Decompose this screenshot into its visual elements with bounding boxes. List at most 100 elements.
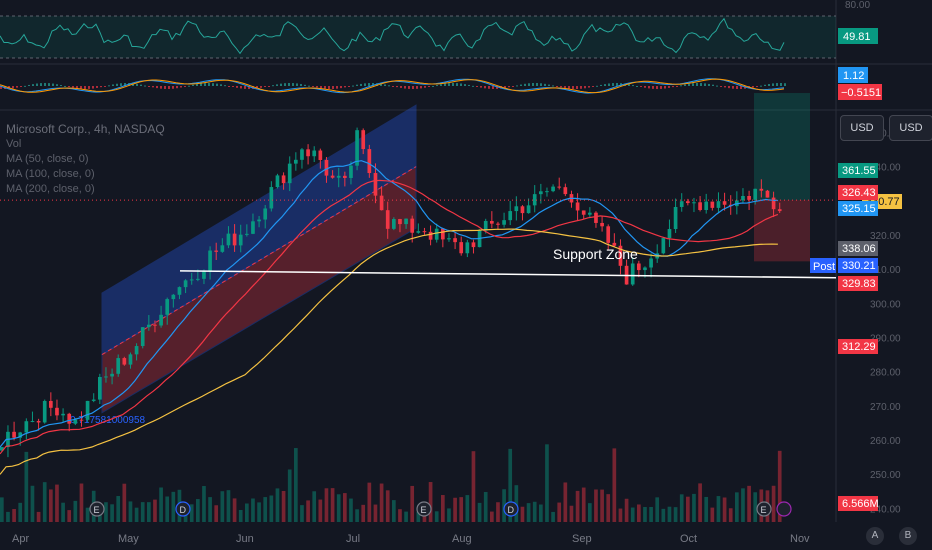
candle-body (649, 258, 653, 268)
macd-histogram-bar (612, 83, 614, 86)
volume-bar (459, 497, 464, 522)
candle-body (416, 231, 421, 233)
candle-body (49, 400, 53, 408)
candle-body (140, 327, 145, 347)
symbol-title[interactable]: Microsoft Corp., 4h, NASDAQ (6, 122, 165, 136)
volume-bar (196, 499, 200, 522)
event-marker-label: D (508, 505, 515, 515)
macd-histogram-bar (676, 86, 678, 87)
candle-body (404, 218, 408, 225)
volume-bar (189, 504, 194, 522)
candle-body (159, 314, 163, 326)
candle-body (67, 413, 72, 424)
legend-ma50[interactable]: MA (50, close, 0) (6, 153, 89, 165)
volume-bar (6, 511, 10, 522)
y-tick-label: 300.00 (870, 299, 901, 310)
candle-body (526, 205, 531, 214)
legend-ma200[interactable]: MA (200, close, 0) (6, 183, 95, 195)
channel-midline (101, 166, 417, 356)
x-tick-label: Aug (452, 533, 472, 545)
y-tick-label: 320.00 (870, 231, 901, 242)
volume-bar (502, 489, 506, 522)
channel-lower-fill (101, 165, 417, 414)
volume-bar (263, 497, 268, 522)
legend-vol[interactable]: Vol (6, 138, 22, 150)
macd-histogram-bar (468, 84, 470, 86)
trade-stop-zone (754, 200, 810, 262)
volume-bar (594, 489, 598, 522)
candle-body (12, 431, 16, 438)
candle-body (594, 212, 598, 223)
volume-bar (238, 509, 243, 522)
event-marker[interactable]: D (503, 501, 519, 517)
event-marker[interactable]: E (756, 501, 772, 517)
candle-body (355, 130, 359, 166)
macd-histogram-bar (136, 83, 138, 86)
macd-histogram-bar (508, 86, 510, 88)
macd-histogram-bar (416, 86, 418, 89)
macd-histogram-bar (220, 84, 222, 86)
macd-histogram-bar (256, 86, 258, 89)
macd-histogram-bar (324, 86, 326, 89)
candle-body (422, 231, 427, 233)
log-scale-button[interactable]: B (899, 527, 917, 545)
macd-histogram-bar (108, 85, 110, 87)
macd-histogram-bar (772, 83, 774, 86)
candle-body (245, 233, 249, 235)
macd-histogram-bar (72, 86, 74, 88)
macd-histogram-bar (740, 86, 742, 89)
volume-bar (471, 451, 476, 522)
macd-signal-text: −0.5151 (841, 87, 881, 99)
auto-scale-button[interactable]: A (866, 527, 884, 545)
volume-bar (771, 485, 776, 522)
volume-bar (722, 497, 727, 522)
macd-histogram-bar (456, 83, 458, 86)
chart-legend: Microsoft Corp., 4h, NASDAQ Vol MA (50, … (6, 122, 165, 197)
volume-bar (667, 506, 672, 522)
currency-button-2[interactable]: USD (889, 115, 932, 141)
candle-body (373, 173, 378, 196)
event-marker[interactable]: D (175, 501, 191, 517)
macd-histogram-bar (164, 86, 166, 89)
macd-histogram-bar (432, 85, 434, 87)
volume-bar (661, 508, 666, 522)
volume-bar (483, 492, 488, 522)
rsi-band (0, 16, 836, 58)
macd-histogram-bar (280, 83, 282, 86)
candle-body (777, 209, 782, 212)
macd-histogram-bar (520, 84, 522, 86)
macd-histogram-bar (184, 86, 186, 87)
currency-button-1[interactable]: USD (840, 115, 884, 141)
volume-bar (147, 502, 151, 522)
macd-histogram-bar (752, 86, 754, 88)
volume-bar (618, 508, 623, 522)
candle-body (575, 202, 580, 211)
candle-body (226, 233, 231, 246)
macd-histogram-bar (248, 86, 250, 90)
volume-bar (281, 490, 286, 522)
macd-histogram-bar (604, 84, 606, 86)
macd-histogram-bar (312, 86, 314, 87)
volume-bar (165, 496, 170, 522)
legend-ma100[interactable]: MA (100, close, 0) (6, 168, 95, 180)
event-marker[interactable]: E (416, 501, 432, 517)
macd-histogram-bar (512, 86, 514, 87)
volume-bar (575, 490, 580, 522)
rsi-value-badge (838, 28, 878, 44)
candle-body (698, 202, 702, 211)
volume-bar (214, 505, 219, 522)
candle-body (79, 419, 84, 421)
volume-bar (434, 511, 439, 522)
x-tick-label: Jul (346, 533, 360, 545)
volume-bar (202, 486, 206, 522)
macd-histogram-bar (208, 82, 210, 86)
event-marker[interactable]: E (89, 501, 105, 517)
candle-body (716, 201, 721, 208)
macd-histogram-bar (640, 86, 642, 87)
candle-body (434, 228, 439, 240)
macd-histogram-bar (240, 86, 242, 89)
candle-body (588, 212, 592, 215)
volume-bar (312, 491, 317, 522)
volume-bar (532, 501, 537, 522)
